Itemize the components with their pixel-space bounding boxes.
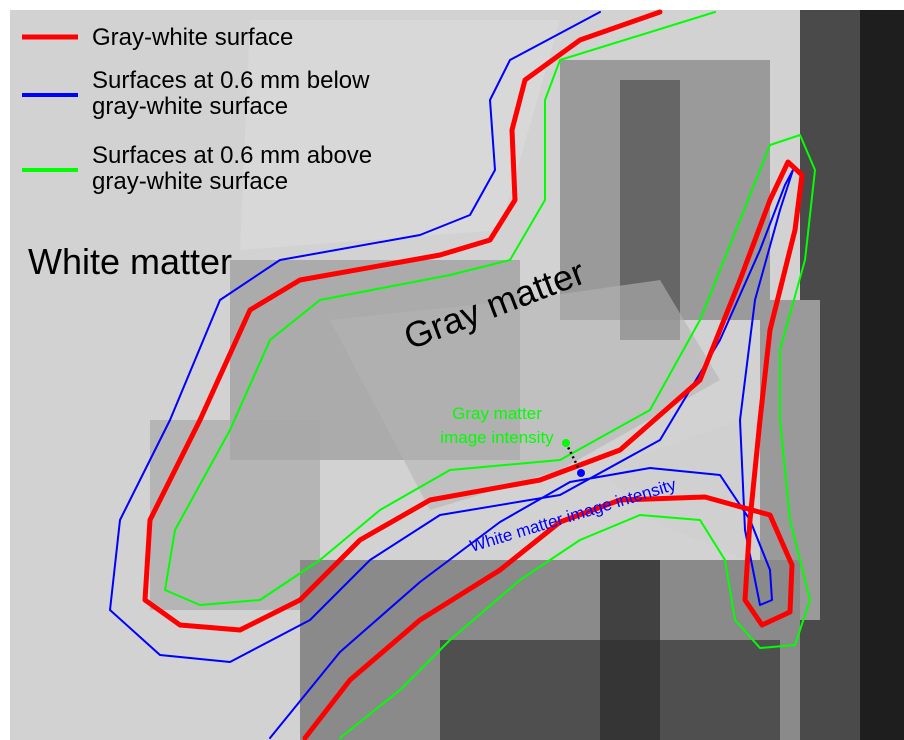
legend-label: gray-white surface (92, 168, 288, 195)
legend-label: Surfaces at 0.6 mm below (92, 67, 370, 94)
legend-label: Surfaces at 0.6 mm above (92, 142, 372, 169)
gray-intensity-label: image intensity (440, 428, 554, 447)
gray-sample-point (562, 439, 570, 447)
legend-label: gray-white surface (92, 93, 288, 120)
figure: Gray-white surface Surfaces at 0.6 mm be… (0, 0, 904, 740)
white-matter-label: White matter (28, 241, 232, 282)
gray-intensity-label: Gray matter (452, 404, 542, 423)
white-sample-point (577, 469, 585, 477)
legend-label: Gray-white surface (92, 24, 293, 51)
